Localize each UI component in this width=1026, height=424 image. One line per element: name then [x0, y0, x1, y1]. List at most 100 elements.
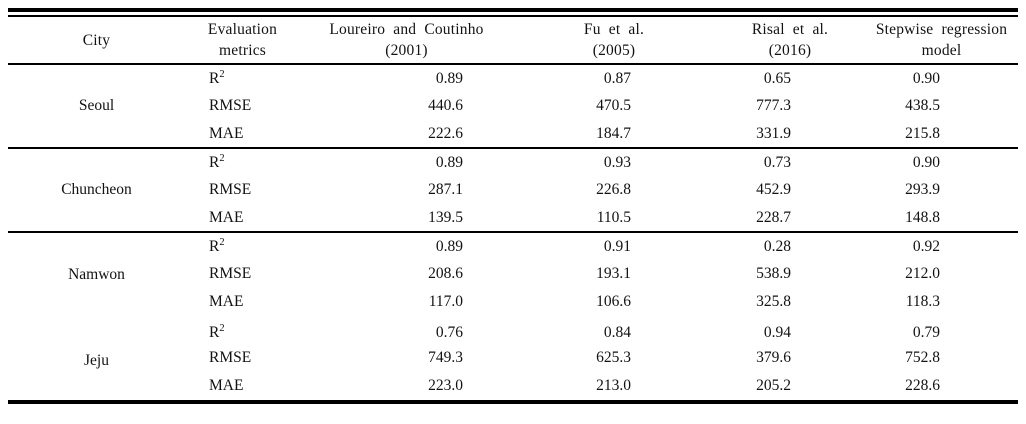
header-label-line1: Fu et al.	[583, 21, 645, 38]
metric-label: MAE	[209, 124, 244, 142]
metric-superscript: 2	[219, 68, 225, 80]
table-row: MAE 222.6 184.7 331.9 215.8	[8, 120, 1018, 148]
metric-value: 228.7	[756, 208, 791, 226]
metric-label: RMSE	[209, 97, 252, 114]
header-label-line2: (2005)	[592, 42, 636, 59]
metric-value: 0.89	[435, 69, 463, 87]
table-row: MAE 139.5 110.5 228.7 148.8	[8, 204, 1018, 232]
metric-value: 0.89	[435, 237, 463, 255]
metric-value: 470.5	[596, 97, 631, 114]
metric-value: 752.8	[905, 349, 940, 366]
metric-value: 222.6	[428, 124, 463, 142]
model-evaluation-table: City Evaluation metrics Loureiro and Cou…	[8, 17, 1018, 400]
metric-value: 379.6	[756, 349, 791, 366]
metric-value: 193.1	[596, 265, 631, 282]
metric-value: 0.90	[912, 69, 940, 87]
city-section-jeju: Jeju R2 0.76 0.84 0.94 0.79 RMSE 749.3 6…	[8, 316, 1018, 400]
metric-label: MAE	[209, 293, 244, 310]
table-row: MAE 223.0 213.0 205.2 228.6	[8, 372, 1018, 400]
metric-value: 184.7	[596, 124, 631, 142]
metric-value: 331.9	[756, 124, 791, 142]
header-label-line2: (2001)	[385, 42, 428, 59]
metric-value: 205.2	[756, 377, 791, 394]
col-header-metrics: Evaluation metrics	[185, 17, 300, 64]
table-row: RMSE 208.6 193.1 538.9 212.0	[8, 260, 1018, 288]
header-label-line1: Risal et al.	[751, 21, 829, 38]
metric-label: RMSE	[209, 265, 252, 282]
metric-value: 438.5	[905, 97, 940, 114]
metric-value: 208.6	[428, 265, 463, 282]
city-section-chuncheon: Chuncheon R2 0.89 0.93 0.73 0.90 RMSE 28…	[8, 148, 1018, 232]
header-label-line2: model	[921, 42, 962, 59]
city-name: Seoul	[78, 97, 115, 114]
table-row: Chuncheon R2 0.89 0.93 0.73 0.90	[8, 148, 1018, 198]
metric-value: 213.0	[596, 377, 631, 394]
evaluation-metrics-table-figure: City Evaluation metrics Loureiro and Cou…	[8, 8, 1018, 404]
header-label-line2: metrics	[218, 42, 267, 59]
table-row: RMSE 440.6 470.5 777.3 438.5	[8, 92, 1018, 120]
metric-value: 287.1	[428, 181, 463, 198]
metric-value: 440.6	[428, 97, 463, 114]
metric-value: 0.94	[763, 323, 791, 341]
metric-value: 625.3	[596, 349, 631, 366]
top-double-rule	[8, 8, 1018, 17]
metric-value: 148.8	[905, 208, 940, 226]
metric-value: 215.8	[905, 124, 940, 142]
table-row: RMSE 287.1 226.8 452.9 293.9	[8, 176, 1018, 204]
metric-value: 777.3	[756, 97, 791, 114]
metric-value: 223.0	[428, 377, 463, 394]
table-row: RMSE 749.3 625.3 379.6 752.8	[8, 344, 1018, 372]
header-row: City Evaluation metrics Loureiro and Cou…	[8, 17, 1018, 64]
metric-value: 139.5	[428, 208, 463, 226]
city-section-seoul: Seoul R2 0.89 0.87 0.65 0.90 RMSE 440.6 …	[8, 64, 1018, 148]
metric-value: 0.93	[603, 153, 631, 171]
metric-value: 0.73	[763, 153, 791, 171]
col-header-fu-2005: Fu et al. (2005)	[513, 17, 715, 64]
metric-label: MAE	[209, 208, 244, 226]
city-name: Namwon	[68, 265, 125, 283]
metric-value: 749.3	[428, 349, 463, 366]
table-row: Seoul R2 0.89 0.87 0.65 0.90	[8, 64, 1018, 114]
metric-label: MAE	[209, 377, 244, 394]
metric-value: 106.6	[596, 293, 631, 310]
header-label-line1: Loureiro and Coutinho	[329, 21, 484, 38]
city-name: Jeju	[84, 351, 109, 369]
metric-value: 0.65	[763, 69, 791, 87]
metric-value: 110.5	[596, 208, 631, 226]
metric-value: 0.28	[763, 237, 791, 255]
metric-value: 0.89	[435, 153, 463, 171]
metric-value: 0.84	[603, 323, 631, 341]
metric-value: 0.91	[603, 237, 631, 255]
metric-value: 228.6	[905, 377, 940, 394]
metric-value: 118.3	[905, 293, 940, 310]
metric-label: RMSE	[209, 181, 252, 198]
metric-value: 226.8	[596, 181, 631, 198]
metric-value: 293.9	[905, 181, 940, 198]
metric-label: RMSE	[209, 349, 252, 366]
metric-value: 0.76	[435, 323, 463, 341]
metric-value: 538.9	[756, 265, 791, 282]
city-name: Chuncheon	[61, 181, 132, 198]
col-header-loureiro-coutinho-2001: Loureiro and Coutinho (2001)	[300, 17, 513, 64]
header-label-line2: (2016)	[768, 42, 812, 59]
metric-value: 325.8	[756, 293, 791, 310]
metric-value: 117.0	[428, 293, 463, 310]
metric-value: 0.92	[912, 237, 940, 255]
table-row: Jeju R2 0.76 0.84 0.94 0.79	[8, 316, 1018, 369]
metric-superscript: 2	[219, 236, 225, 248]
metric-value: 452.9	[756, 181, 791, 198]
col-header-stepwise-regression: Stepwise regression model	[865, 17, 1018, 64]
header-label: City	[82, 31, 111, 49]
metric-label: R2	[209, 152, 225, 171]
col-header-risal-2016: Risal et al. (2016)	[715, 17, 865, 64]
metric-value: 0.79	[912, 323, 940, 341]
city-section-namwon: Namwon R2 0.89 0.91 0.28 0.92 RMSE 208.6…	[8, 232, 1018, 316]
metric-label: R2	[209, 68, 225, 87]
metric-value: 0.90	[912, 153, 940, 171]
col-header-city: City	[8, 17, 185, 64]
header-label-line1: Stepwise regression	[875, 21, 1008, 38]
bottom-rule	[8, 400, 1018, 404]
metric-superscript: 2	[219, 152, 225, 164]
metric-value: 0.87	[603, 69, 631, 87]
metric-label: R2	[209, 236, 225, 255]
